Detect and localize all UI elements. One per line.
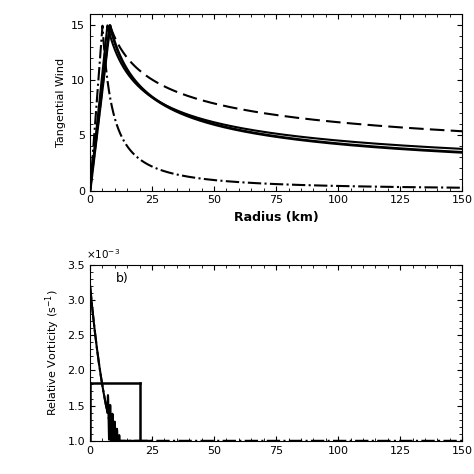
Text: b): b) — [116, 272, 129, 285]
X-axis label: Radius (km): Radius (km) — [234, 211, 319, 224]
Y-axis label: Tangential Wind: Tangential Wind — [55, 58, 65, 147]
Y-axis label: Relative Vorticity (s$^{-1}$): Relative Vorticity (s$^{-1}$) — [43, 290, 62, 416]
Text: $\times 10^{-3}$: $\times 10^{-3}$ — [86, 247, 120, 261]
